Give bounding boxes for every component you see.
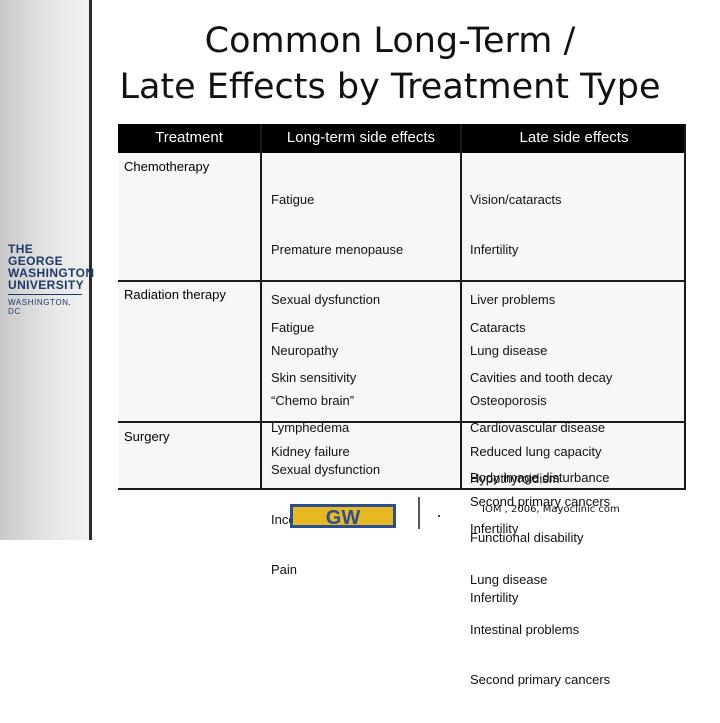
list-item: Body image disturbance — [470, 470, 610, 485]
effects-table: Treatment Long-term side effects Late si… — [118, 124, 686, 687]
row-radiation-long-term: Fatigue Skin sensitivity Lymphedema — [271, 286, 356, 471]
list-item: Cataracts — [470, 319, 526, 335]
row-divider — [118, 280, 686, 282]
list-item: Skin sensitivity — [271, 369, 357, 385]
column-divider — [260, 124, 262, 490]
list-item: Premature menopause — [271, 241, 404, 257]
university-logo: THE GEORGE WASHINGTON UNIVERSITY WASHING… — [8, 242, 95, 316]
logo-line-1: THE GEORGE — [8, 242, 64, 268]
gw-footer-logo: GW — [290, 504, 396, 528]
logo-line-4: WASHINGTON, DC — [8, 298, 72, 316]
list-item: Second primary cancers — [470, 493, 611, 509]
table-border-bottom — [118, 488, 686, 490]
header-treatment: Treatment — [155, 129, 223, 146]
list-item: Fatigue — [271, 319, 315, 335]
footer-divider — [418, 497, 420, 529]
logo-line-2: WASHINGTON — [8, 266, 95, 280]
row-chemotherapy-late: Vision/cataracts Infertility Liver probl… — [470, 158, 610, 544]
citation-text: IOM , 2006, Mayoclinic com — [482, 504, 620, 515]
header-late: Late side effects — [519, 129, 629, 146]
list-item: “Chemo brain” — [271, 393, 355, 409]
row-surgery-treatment: Surgery — [124, 429, 170, 444]
list-item: Osteoporosis — [470, 393, 547, 409]
list-item: Lymphedema — [271, 420, 350, 436]
row-chemotherapy-treatment: Chemotherapy — [124, 159, 210, 174]
list-item: Infertility — [470, 590, 519, 605]
table-header-row — [118, 124, 686, 153]
row-chemotherapy-long-term: Fatigue Premature menopause Sexual dysfu… — [271, 158, 403, 494]
list-item: Cavities and tooth decay — [470, 369, 613, 385]
logo-line-3: UNIVERSITY — [8, 278, 85, 292]
slide-title: Common Long-Term / Late Effects by Treat… — [100, 18, 680, 110]
list-item: Lung disease — [470, 342, 548, 358]
list-item: Fatigue — [271, 191, 315, 207]
list-item: Vision/cataracts — [470, 191, 562, 207]
column-divider — [460, 124, 462, 490]
list-item: Functional disability — [470, 530, 584, 545]
list-item: Second primary cancers — [470, 672, 611, 688]
logo-divider — [8, 294, 82, 295]
slide-title-line-2: Late Effects by Treatment Type — [119, 67, 661, 107]
list-item: Neuropathy — [271, 342, 339, 358]
header-long-term: Long-term side effects — [286, 129, 436, 146]
list-item: Reduced lung capacity — [470, 443, 602, 459]
list-item: Infertility — [470, 521, 519, 537]
list-item: Sexual dysfunction — [271, 292, 381, 308]
row-radiation-treatment: Radiation therapy — [124, 287, 226, 302]
list-item: Hypothyroidism — [470, 470, 560, 486]
left-sidebar: THE GEORGE WASHINGTON UNIVERSITY WASHING… — [0, 0, 95, 540]
list-item: Sexual dysfunction — [271, 461, 381, 477]
row-divider — [118, 421, 686, 423]
sidebar-edge — [89, 0, 92, 540]
logo-accent-band — [293, 507, 393, 525]
footer-dot — [438, 515, 440, 517]
slide-title-line-1: Common Long-Term / — [204, 21, 576, 61]
logo-text: GW — [326, 507, 361, 528]
row-surgery-late: Body image disturbance Functional disabi… — [470, 428, 609, 648]
list-item: Pain — [271, 562, 298, 578]
list-item: Kidney failure — [271, 443, 350, 459]
list-item: Cardiovascular disease — [470, 420, 606, 436]
table-border-right — [684, 124, 686, 490]
list-item: Liver problems — [470, 292, 556, 308]
list-item: Infertility — [470, 241, 519, 257]
